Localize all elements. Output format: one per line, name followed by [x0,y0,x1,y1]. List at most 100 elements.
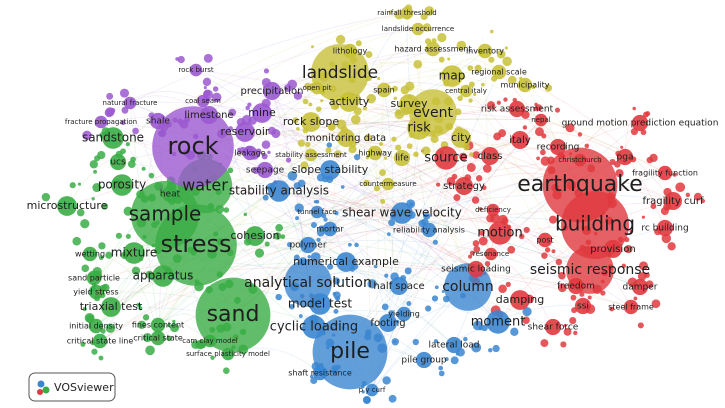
node-bubble [88,318,104,334]
logo-box [28,372,116,402]
node-label: life [395,154,409,164]
node-label: footing [370,318,405,329]
minor-node [540,339,549,348]
node-label: water [182,176,228,195]
node-bubble [149,112,167,130]
minor-node [125,233,131,239]
minor-node [540,149,546,156]
node-label: cyclic loading [270,320,358,335]
node-bubble [544,318,562,336]
node-label: highway [358,149,392,158]
node-label: model test [288,297,353,311]
minor-node [350,114,361,125]
minor-node [363,179,370,187]
minor-node [523,226,530,234]
link [204,185,455,346]
minor-node [486,101,496,110]
minor-node [388,219,396,227]
node-bubble [161,185,179,203]
minor-node [275,223,284,232]
node-bubble [508,100,526,118]
minor-node [406,300,412,306]
node-bubble [200,106,218,124]
minor-node [115,232,123,239]
minor-node [145,270,154,279]
node-bubble [196,94,210,108]
minor-node [228,108,237,117]
minor-node [119,88,130,98]
minor-node [522,307,532,317]
node-label: class [478,151,503,162]
minor-node [353,154,361,161]
node-bubble [567,277,585,295]
minor-node [475,174,483,182]
node-bubble [484,247,498,261]
node-bubble [301,112,321,132]
node-bubble [367,145,383,161]
minor-node [294,203,304,213]
node-bubble [312,314,388,390]
minor-node [650,203,657,210]
minor-node [223,367,230,374]
minor-node [672,172,677,177]
minor-node [362,106,368,111]
node-bubble [399,94,419,114]
node-label: polymer [289,241,326,251]
minor-node [563,327,572,336]
node-label: italy [509,135,531,146]
minor-node [195,339,205,350]
node-label: fragility curf [643,196,704,207]
minor-node [227,167,234,174]
link [95,103,410,327]
node-label: deficiency [475,206,511,214]
link [129,12,408,104]
link [157,12,408,122]
node-label: spain [373,86,394,95]
minor-node [203,86,207,90]
node-label: sand [207,302,260,327]
minor-node [453,194,461,202]
minor-node [498,284,507,294]
node-label: slope stability [292,163,369,176]
node-label: natural fracture [103,99,158,107]
minor-node [388,10,393,14]
minor-node [310,252,321,263]
minor-node [473,92,477,97]
minor-node [223,207,230,213]
node-bubble [421,222,437,238]
minor-node [378,141,384,147]
link [467,172,666,288]
node-label: seismic response [530,262,650,278]
minor-node [131,266,141,275]
node-label: landslide [302,63,378,83]
node-bubble [57,196,77,216]
minor-node [441,289,445,294]
link [374,152,492,255]
minor-node [548,215,558,224]
minor-node [693,192,702,201]
minor-node [467,65,474,71]
minor-node [507,245,516,254]
minor-node [89,160,98,169]
node-label: yielding [388,310,420,319]
node-label: coal seam [185,97,221,105]
link [329,139,521,230]
node-label: pile group [401,356,447,366]
minor-node [377,76,381,81]
node-label: ucs [110,158,126,168]
minor-node [434,285,439,290]
minor-node [365,156,370,160]
minor-node [387,232,391,236]
minor-node [422,23,432,32]
minor-node [333,308,339,314]
node-labels: earthquake building seismic response motion… [27,9,719,394]
link [463,185,584,307]
minor-node [496,100,501,105]
minor-node [203,53,213,63]
minor-node [436,182,441,187]
node-label: pga [617,153,634,163]
node-label: recording [537,143,580,153]
minor-node [127,160,136,168]
minor-node [468,81,475,88]
link [271,50,486,92]
